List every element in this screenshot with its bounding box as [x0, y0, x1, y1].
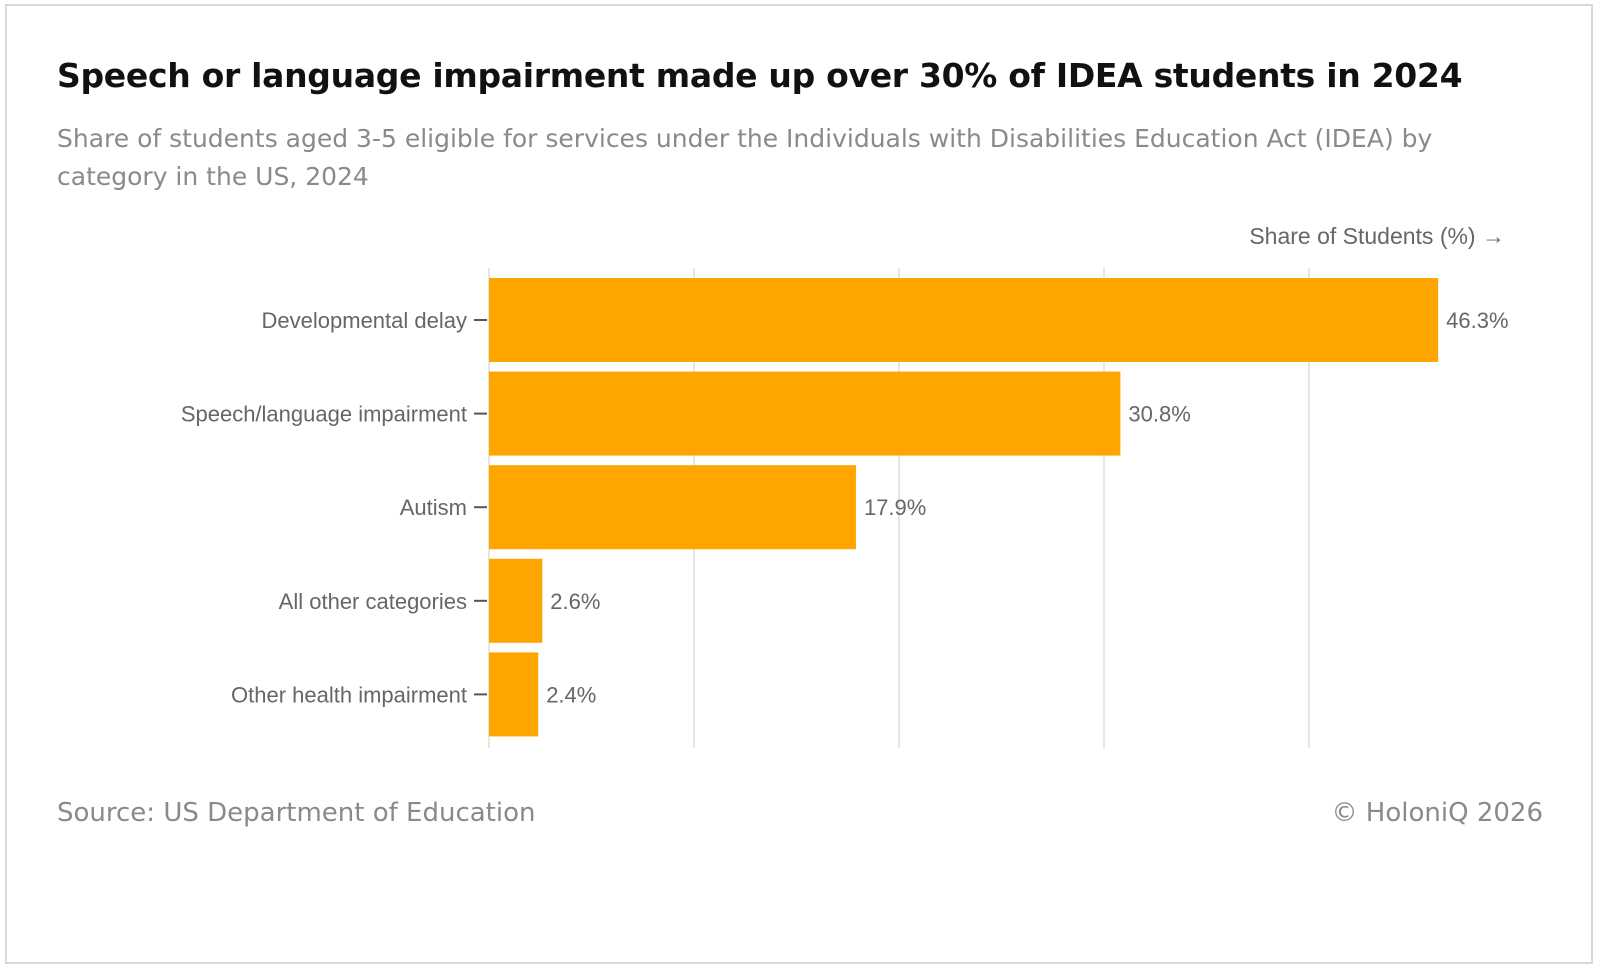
- category-label: Other health impairment: [231, 682, 467, 707]
- category-label: Developmental delay: [262, 308, 467, 333]
- source-note: Source: US Department of Education: [57, 798, 536, 828]
- category-label: Speech/language impairment: [181, 402, 467, 427]
- chart-title: Speech or language impairment made up ov…: [57, 56, 1463, 95]
- bar: [489, 278, 1439, 362]
- bar: [489, 371, 1121, 456]
- value-label: 2.4%: [546, 682, 596, 707]
- value-label: 17.9%: [864, 495, 926, 520]
- value-label: 2.6%: [550, 589, 600, 614]
- chart-subtitle: Share of students aged 3-5 eligible for …: [57, 124, 1433, 191]
- category-label: All other categories: [279, 589, 467, 614]
- x-axis-label: Share of Students (%) →: [1249, 223, 1505, 249]
- copyright-note: © HoloniQ 2026: [1331, 798, 1543, 828]
- bars: [489, 278, 1439, 737]
- labels: Developmental delay 46.3% Speech/language …: [181, 308, 1509, 707]
- bar: [489, 465, 856, 550]
- value-label: 30.8%: [1128, 402, 1190, 427]
- bar: [489, 558, 543, 643]
- bar: [489, 652, 539, 737]
- value-label: 46.3%: [1446, 308, 1508, 333]
- category-label: Autism: [400, 495, 467, 520]
